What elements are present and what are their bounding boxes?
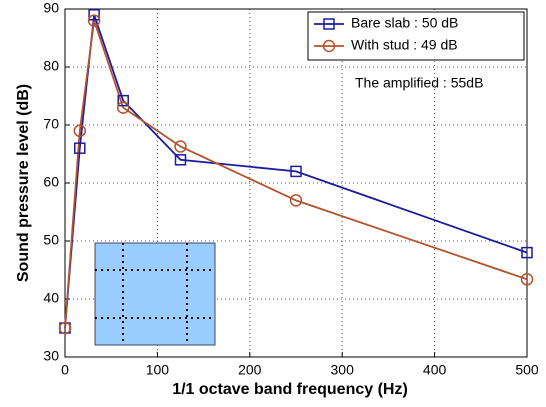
y-tick-label: 70 xyxy=(43,116,59,132)
marker-square xyxy=(88,9,100,21)
series-line xyxy=(64,20,528,329)
x-tick-label: 300 xyxy=(331,362,355,378)
marker-square xyxy=(117,94,129,107)
x-tick-label: 400 xyxy=(423,362,447,378)
marker-circle xyxy=(73,124,87,138)
legend: Bare slab : 50 dB With stud : 49 dB xyxy=(307,11,525,61)
series-line xyxy=(64,14,528,329)
legend-marker xyxy=(322,39,336,53)
legend-box xyxy=(307,11,525,61)
inset-diagram xyxy=(94,242,216,346)
x-tick-label: 500 xyxy=(515,362,539,378)
x-tick-label: 200 xyxy=(238,362,262,378)
marker-circle xyxy=(174,140,187,153)
legend-label: With stud : 49 dB xyxy=(351,37,458,53)
x-tick-label: 100 xyxy=(146,362,170,378)
y-tick-label: 60 xyxy=(43,174,59,190)
marker-circle xyxy=(58,321,72,335)
marker-square xyxy=(521,246,533,259)
annotation: The amplified : 55dB xyxy=(355,75,483,91)
y-tick-label: 80 xyxy=(43,58,59,74)
x-axis-label: 1/1 octave band frequency (Hz) xyxy=(172,381,408,398)
y-tick-label: 50 xyxy=(43,232,59,248)
legend-marker xyxy=(323,18,335,30)
marker-circle xyxy=(87,14,101,27)
inset-panel xyxy=(94,242,216,346)
marker-circle xyxy=(116,101,130,114)
x-tick-label: 0 xyxy=(61,362,69,378)
y-tick-label: 90 xyxy=(43,0,59,16)
y-axis-label: Sound pressure level (dB) xyxy=(15,84,32,282)
y-tick-label: 30 xyxy=(43,348,59,364)
legend-label: Bare slab : 50 dB xyxy=(351,15,458,31)
marker-square xyxy=(174,154,187,166)
marker-square xyxy=(290,165,302,178)
marker-circle xyxy=(289,194,303,207)
y-tick-label: 40 xyxy=(43,290,59,306)
marker-circle xyxy=(520,273,534,286)
marker-square xyxy=(74,142,86,154)
plot-frame xyxy=(64,8,528,358)
